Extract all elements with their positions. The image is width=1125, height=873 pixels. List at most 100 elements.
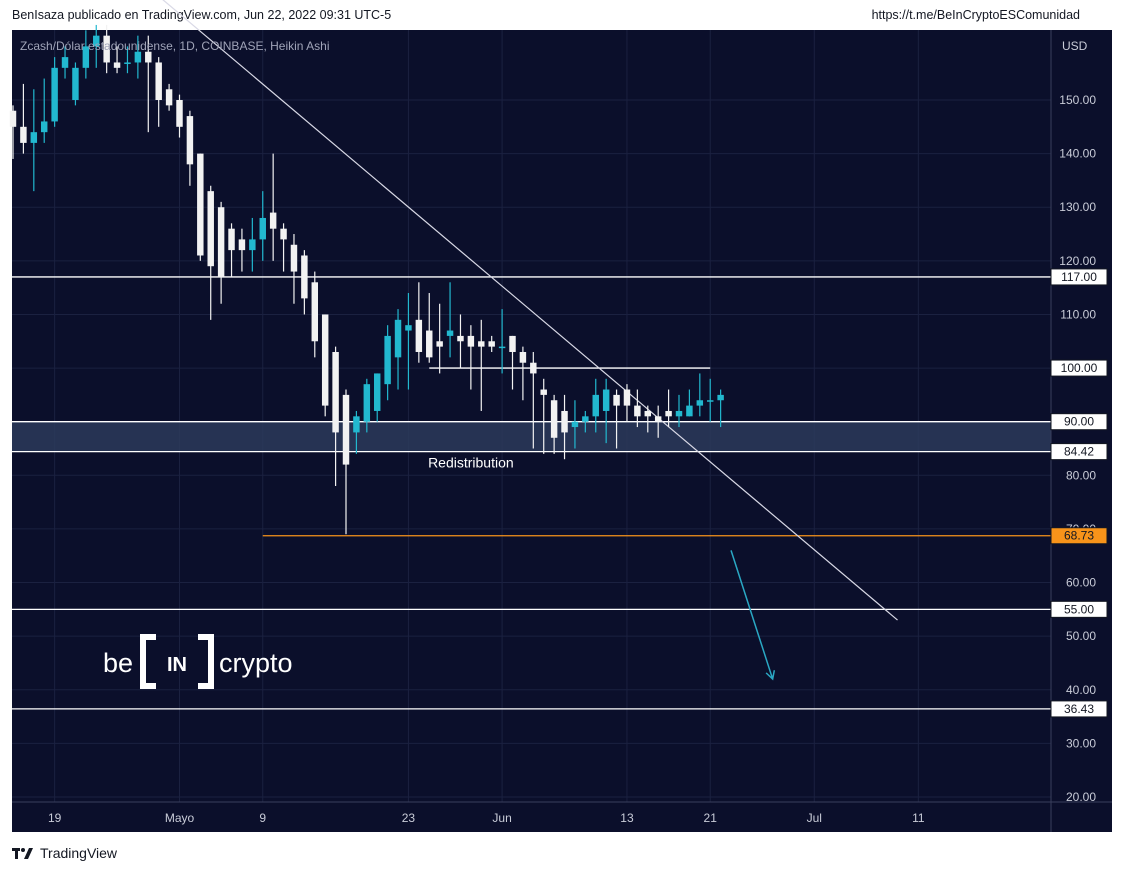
candle-body (30, 132, 38, 143)
candle-body (207, 191, 214, 267)
price-tick-label: 130.00 (1059, 200, 1096, 214)
redistribution-zone (12, 421, 1051, 452)
candle-body (301, 255, 308, 299)
logo-crypto: crypto (219, 648, 293, 678)
candle-body (415, 319, 423, 352)
logo-bracket-left (140, 634, 156, 689)
candle-body (113, 62, 121, 68)
candle-body (561, 410, 568, 433)
level-label-box (1050, 268, 1108, 286)
horizontal-levels (12, 276, 1051, 710)
candle-body (165, 89, 173, 106)
candle-body (259, 217, 266, 240)
candle-body (124, 62, 131, 64)
logo-bracket-right (198, 634, 214, 689)
price-tick-label: 110.00 (1060, 307, 1096, 321)
price-tick-label: 150.00 (1059, 93, 1096, 107)
price-tick-label: 80.00 (1066, 468, 1096, 482)
candle-body (696, 400, 704, 406)
projection-arrow[interactable] (730, 550, 776, 681)
level-label: 55.00 (1064, 602, 1094, 616)
candles (9, 24, 724, 535)
price-axis: 20.0030.0040.0050.0060.0070.0080.00110.0… (1059, 93, 1096, 804)
time-tick-label: 21 (704, 811, 718, 825)
candle-body (363, 384, 371, 422)
candle-body (665, 410, 672, 417)
candle-body (176, 100, 183, 127)
level-label: 84.42 (1064, 445, 1094, 459)
logo-be: be (103, 648, 133, 678)
candle-body (311, 282, 319, 342)
candle-body (103, 35, 110, 63)
level-label: 36.43 (1064, 702, 1094, 716)
candle-body (353, 416, 360, 433)
candle-body (9, 110, 17, 127)
currency-label: USD (1062, 39, 1088, 53)
time-tick-label: 11 (912, 811, 925, 825)
candle-body (238, 239, 246, 251)
price-tick-label: 30.00 (1066, 736, 1096, 750)
candle-body (675, 410, 683, 417)
candle-body (134, 51, 142, 63)
annotation-redistribution: Redistribution (428, 454, 514, 470)
candle-body (342, 394, 350, 465)
candle-body (530, 362, 537, 374)
time-tick-label: Mayo (165, 811, 195, 825)
time-tick-label: Jul (807, 811, 822, 825)
candle-body (373, 373, 381, 411)
candle-body (332, 351, 339, 433)
telegram-link[interactable]: https://t.me/BeInCryptoESComunidad (871, 8, 1080, 22)
candle-body (654, 416, 662, 422)
candle-body (249, 239, 256, 251)
candle-body (717, 394, 724, 401)
candle-body (186, 116, 194, 165)
candle-body (269, 212, 277, 229)
level-label-box (1050, 413, 1108, 431)
arrow-shaft (730, 550, 774, 680)
time-tick-label: 19 (48, 811, 62, 825)
price-tick-label: 120.00 (1059, 254, 1096, 268)
candle-body (582, 416, 589, 422)
candle-body (405, 325, 412, 331)
level-label-box (1050, 600, 1108, 618)
candle-body (51, 67, 58, 122)
level-price-labels: 117.00 100.00 90.00 84.42 68.73 55.00 36.43 (1050, 268, 1108, 718)
tradingview-brand: TradingView (40, 845, 118, 861)
candle-body (550, 400, 558, 438)
candle-body (509, 335, 516, 352)
candle-body (644, 410, 652, 417)
candle-body (82, 46, 90, 68)
logo-in: IN (167, 654, 187, 676)
level-label: 100.00 (1061, 361, 1098, 375)
level-label: 117.00 (1061, 270, 1097, 284)
candle-body (592, 394, 599, 417)
candle-body (686, 405, 693, 417)
candle-body (498, 346, 506, 349)
level-label-box (1050, 527, 1108, 545)
candle-body (384, 335, 391, 385)
candle-body (72, 67, 79, 100)
price-tick-label: 20.00 (1066, 790, 1096, 804)
candle-body (623, 389, 631, 406)
arrow-head (765, 670, 776, 681)
candle-body (634, 405, 641, 417)
candle-body (145, 51, 152, 63)
beincrypto-logo: be IN crypto (103, 634, 293, 689)
candle-body (197, 153, 204, 256)
price-tick-label: 40.00 (1066, 683, 1096, 697)
price-tick-label: 50.00 (1066, 629, 1096, 643)
candle-body (446, 330, 454, 336)
candle-body (571, 421, 579, 428)
level-label-box (1050, 359, 1108, 377)
time-tick-label: 9 (259, 811, 266, 825)
candle-body (602, 389, 610, 411)
candle-body (217, 207, 225, 277)
candle-body (93, 35, 100, 47)
descending-trendline[interactable] (148, 0, 898, 621)
level-label-box (1050, 443, 1108, 461)
tradingview-icon (12, 848, 33, 859)
candle-body (321, 314, 329, 406)
time-axis: 19 Mayo 9 23 Jun 13 21 Jul 11 (48, 811, 925, 825)
time-tick-label: 13 (620, 811, 634, 825)
price-tick-label: 140.00 (1059, 147, 1096, 161)
